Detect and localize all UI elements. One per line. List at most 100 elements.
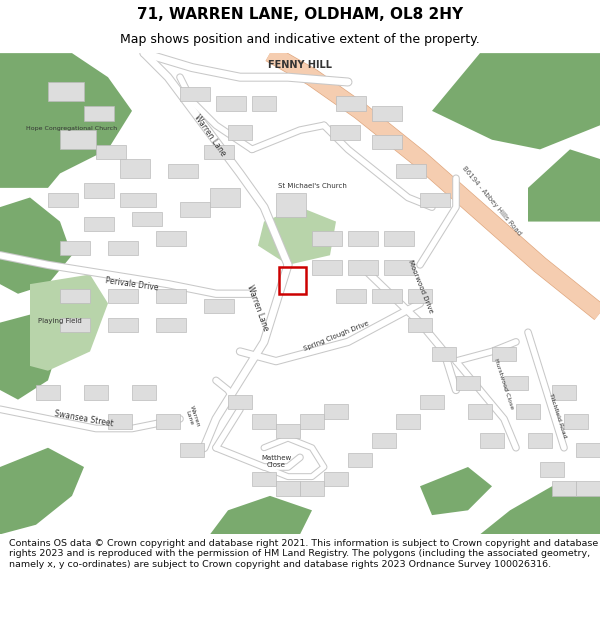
Bar — [396, 414, 420, 429]
Bar — [516, 404, 540, 419]
Bar — [84, 106, 114, 121]
Bar — [324, 472, 348, 486]
Bar — [204, 299, 234, 313]
Polygon shape — [0, 313, 60, 399]
Text: St Michael's Church: St Michael's Church — [278, 183, 346, 189]
Bar — [210, 188, 240, 207]
Bar — [276, 424, 300, 438]
Bar — [372, 135, 402, 149]
Text: Moorwood Drive: Moorwood Drive — [407, 259, 433, 314]
Polygon shape — [528, 149, 600, 221]
Text: Hope Congregational Church: Hope Congregational Church — [26, 126, 118, 131]
Bar — [96, 144, 126, 159]
Bar — [48, 192, 78, 207]
Bar — [252, 472, 276, 486]
Bar — [540, 462, 564, 477]
Bar — [372, 106, 402, 121]
Bar — [552, 481, 576, 496]
Polygon shape — [0, 198, 72, 294]
Bar — [492, 347, 516, 361]
Bar — [180, 87, 210, 101]
Text: Swansea Street: Swansea Street — [54, 409, 114, 429]
Bar — [279, 268, 306, 294]
Text: Matthew
Close: Matthew Close — [261, 455, 291, 468]
Bar — [156, 414, 180, 429]
Bar — [504, 376, 528, 390]
Bar — [372, 289, 402, 303]
Bar — [120, 159, 150, 178]
Bar — [330, 125, 360, 140]
Text: 71, WARREN LANE, OLDHAM, OL8 2HY: 71, WARREN LANE, OLDHAM, OL8 2HY — [137, 8, 463, 22]
Polygon shape — [210, 496, 312, 534]
Bar — [552, 385, 576, 399]
Bar — [156, 289, 186, 303]
Bar — [348, 231, 378, 246]
Bar — [348, 452, 372, 467]
Bar — [228, 395, 252, 409]
Bar — [84, 217, 114, 231]
Bar — [228, 125, 252, 140]
Bar — [396, 164, 426, 178]
Bar — [312, 231, 342, 246]
Bar — [84, 385, 108, 399]
Text: Map shows position and indicative extent of the property.: Map shows position and indicative extent… — [120, 33, 480, 46]
Polygon shape — [30, 274, 108, 371]
Bar — [348, 260, 378, 274]
Polygon shape — [432, 53, 600, 149]
Bar — [456, 376, 480, 390]
Bar — [60, 318, 90, 332]
Text: Spring Clough Drive: Spring Clough Drive — [302, 321, 370, 352]
Polygon shape — [420, 467, 492, 515]
Text: Playing Field: Playing Field — [38, 318, 82, 324]
Bar — [432, 347, 456, 361]
Bar — [156, 318, 186, 332]
Bar — [300, 414, 324, 429]
Text: Contains OS data © Crown copyright and database right 2021. This information is : Contains OS data © Crown copyright and d… — [9, 539, 598, 569]
Bar — [60, 289, 90, 303]
Bar — [384, 260, 414, 274]
Polygon shape — [0, 448, 84, 534]
Bar — [108, 318, 138, 332]
Text: Hurstwood Close: Hurstwood Close — [493, 358, 515, 410]
Bar — [252, 414, 276, 429]
Polygon shape — [0, 53, 132, 188]
Bar — [36, 385, 60, 399]
Bar — [480, 433, 504, 447]
Bar — [120, 192, 156, 207]
Bar — [60, 241, 90, 255]
Bar — [216, 96, 246, 111]
Bar — [420, 192, 450, 207]
Polygon shape — [258, 207, 336, 265]
Bar — [132, 385, 156, 399]
Polygon shape — [480, 486, 600, 534]
Bar — [336, 96, 366, 111]
Bar — [132, 212, 162, 226]
Bar — [576, 481, 600, 496]
Bar — [312, 260, 342, 274]
Bar — [108, 289, 138, 303]
Bar — [252, 96, 276, 111]
Bar — [276, 481, 300, 496]
Text: Titchfield Road: Titchfield Road — [548, 393, 568, 439]
Text: Warren Lane: Warren Lane — [193, 112, 227, 158]
Bar — [408, 289, 432, 303]
Bar — [576, 443, 600, 458]
Bar — [108, 241, 138, 255]
Bar — [324, 404, 348, 419]
Bar — [528, 433, 552, 447]
Bar — [468, 404, 492, 419]
Text: Warren
Lane: Warren Lane — [184, 405, 200, 429]
Text: Perivale Drive: Perivale Drive — [105, 276, 159, 292]
Bar — [204, 144, 234, 159]
Bar — [276, 192, 306, 217]
Text: B6194 - Abbey Hills Road: B6194 - Abbey Hills Road — [461, 166, 523, 237]
Bar — [384, 231, 414, 246]
Text: FENNY HILL: FENNY HILL — [268, 59, 332, 69]
Bar — [300, 481, 324, 496]
Bar — [60, 130, 96, 149]
Bar — [84, 183, 114, 198]
Bar — [372, 433, 396, 447]
Bar — [180, 443, 204, 458]
Bar — [168, 164, 198, 178]
Bar — [336, 289, 366, 303]
